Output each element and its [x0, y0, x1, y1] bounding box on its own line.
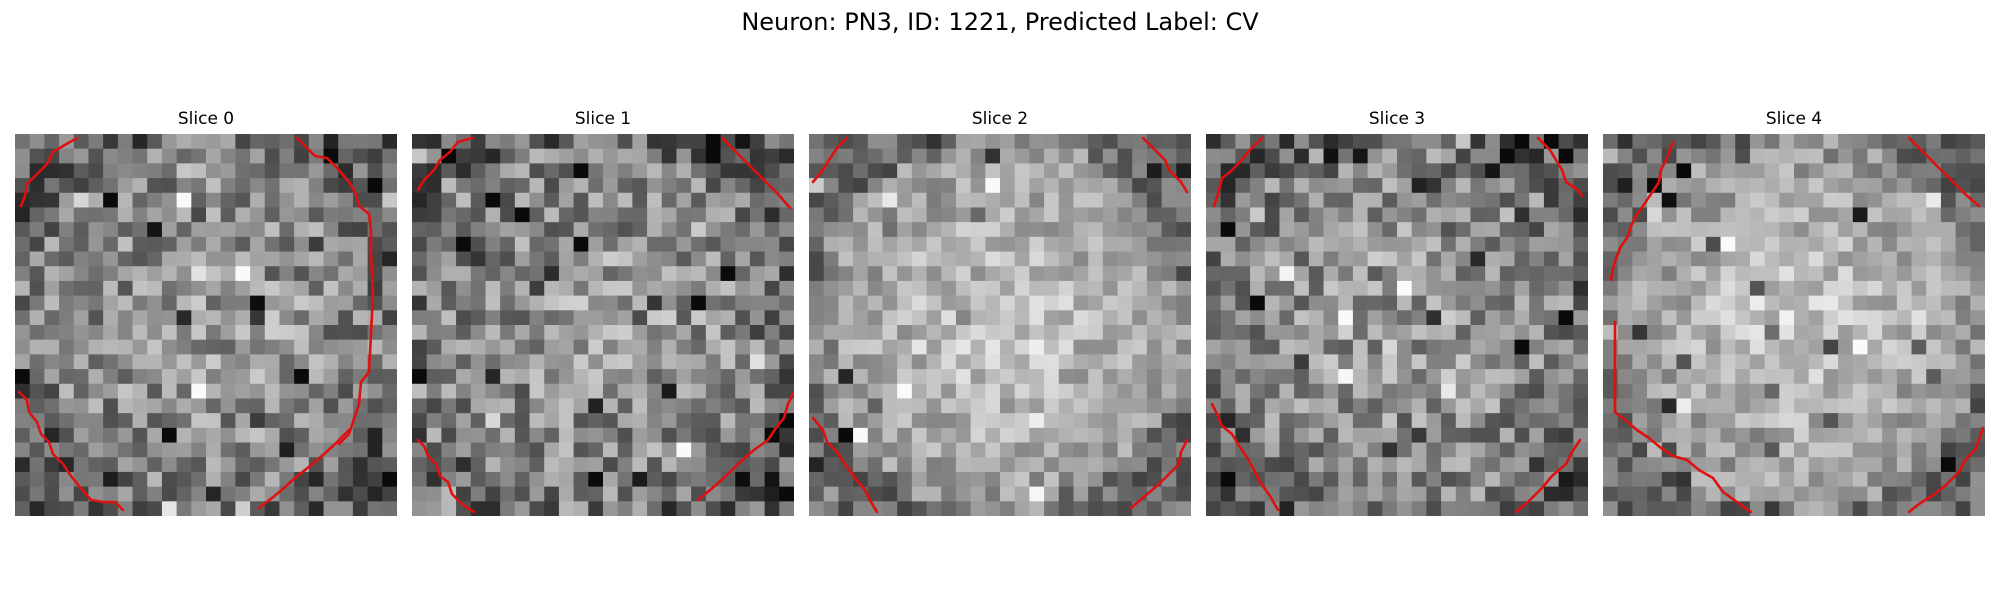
contour-overlay: [17, 136, 375, 512]
contour-overlay: [811, 136, 1189, 514]
pixel-grid: [809, 134, 1191, 516]
slice-panel-1: Slice 1: [412, 108, 794, 518]
contour-line: [1536, 136, 1584, 198]
slice-title: Slice 1: [574, 109, 632, 129]
slice-title: Slice 0: [177, 109, 235, 129]
slice-image-2: [809, 134, 1191, 516]
contour-line: [811, 136, 849, 184]
pixel-grid: [15, 134, 397, 516]
contour-overlay: [1210, 136, 1584, 514]
contour-line: [1613, 320, 1753, 514]
contour-line: [1129, 438, 1189, 510]
contour-line: [720, 136, 792, 210]
contour-line: [1210, 402, 1280, 512]
contour-line: [1212, 136, 1264, 208]
pixel-grid: [1206, 134, 1588, 516]
slice-panel-3: Slice 3: [1206, 108, 1588, 518]
slice-panel-4: Slice 4: [1603, 108, 1985, 518]
contour-line: [696, 390, 794, 502]
contour-line: [295, 136, 375, 446]
slice-image-4: [1603, 134, 1985, 516]
pixel-grid: [412, 134, 794, 516]
contour-overlay: [416, 136, 794, 514]
slice-image-0: [15, 134, 397, 516]
slice-panel-2: Slice 2: [809, 108, 1191, 518]
figure-title: Neuron: PN3, ID: 1221, Predicted Label: …: [741, 8, 1259, 36]
slice-image-1: [412, 134, 794, 516]
contour-line: [1141, 136, 1189, 194]
slice-panel-0: Slice 0: [15, 108, 397, 518]
contour-line: [257, 428, 351, 510]
contour-line: [1907, 426, 1985, 514]
contour-line: [416, 136, 474, 192]
contour-overlay: [1609, 136, 1985, 514]
slice-title: Slice 2: [971, 109, 1029, 129]
contour-line: [1514, 438, 1582, 514]
slice-title: Slice 4: [1765, 109, 1823, 129]
contour-line: [19, 136, 79, 208]
contour-line: [17, 390, 125, 512]
contour-line: [1907, 136, 1981, 208]
pixel-grid: [1603, 134, 1985, 516]
contour-line: [416, 438, 476, 514]
contour-line: [1609, 140, 1675, 282]
contour-line: [811, 416, 879, 514]
slice-image-3: [1206, 134, 1588, 516]
slice-title: Slice 3: [1368, 109, 1426, 129]
